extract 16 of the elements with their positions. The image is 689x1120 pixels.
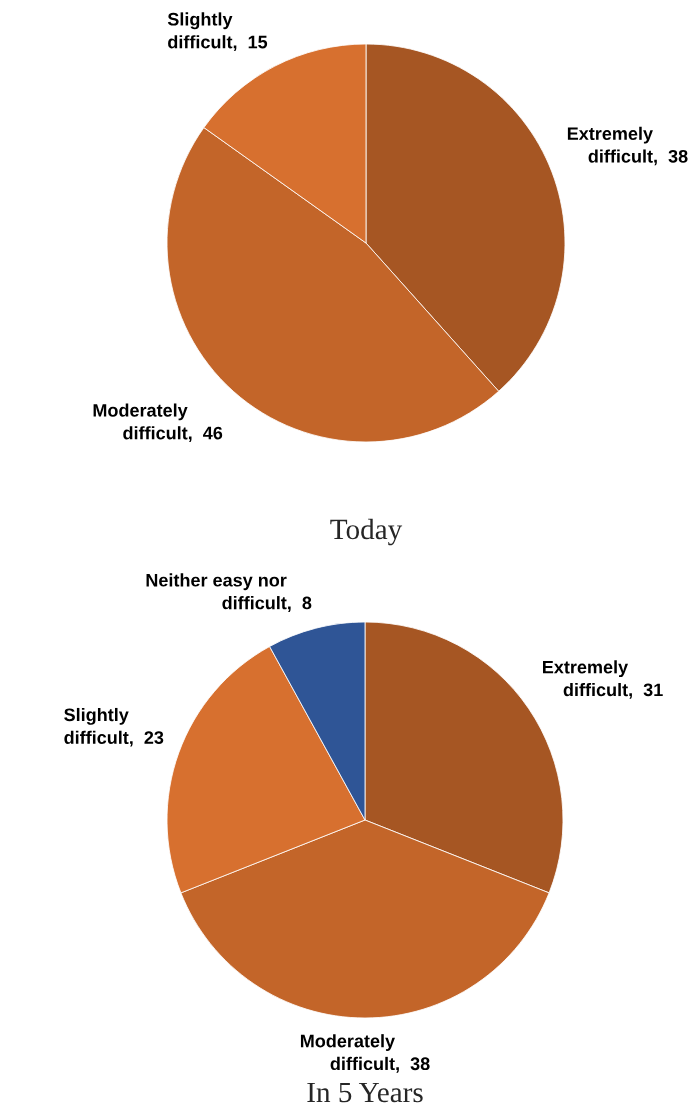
data-label: , 46 [188,426,223,443]
data-label: , 31 [629,683,663,699]
text: Today [330,518,403,546]
data-label: , 38 [396,1057,430,1073]
data-label: , 23 [130,731,164,747]
slice-label: Slightly difficult [167,12,233,49]
data-label: , 15 [233,35,268,52]
slice-label: Slightly difficult [64,707,129,744]
data-label: , 38 [654,149,688,166]
slice-label: Moderately difficult [300,1034,395,1071]
slice-label: Extremely difficult [567,126,653,163]
slice-label: Moderately difficult [93,403,188,440]
slice-label: Extremely difficult [543,660,629,697]
slice-label: Neither easy nor difficult [146,573,287,610]
data-label: , 8 [288,596,312,612]
text: In 5 Years [307,1082,423,1103]
